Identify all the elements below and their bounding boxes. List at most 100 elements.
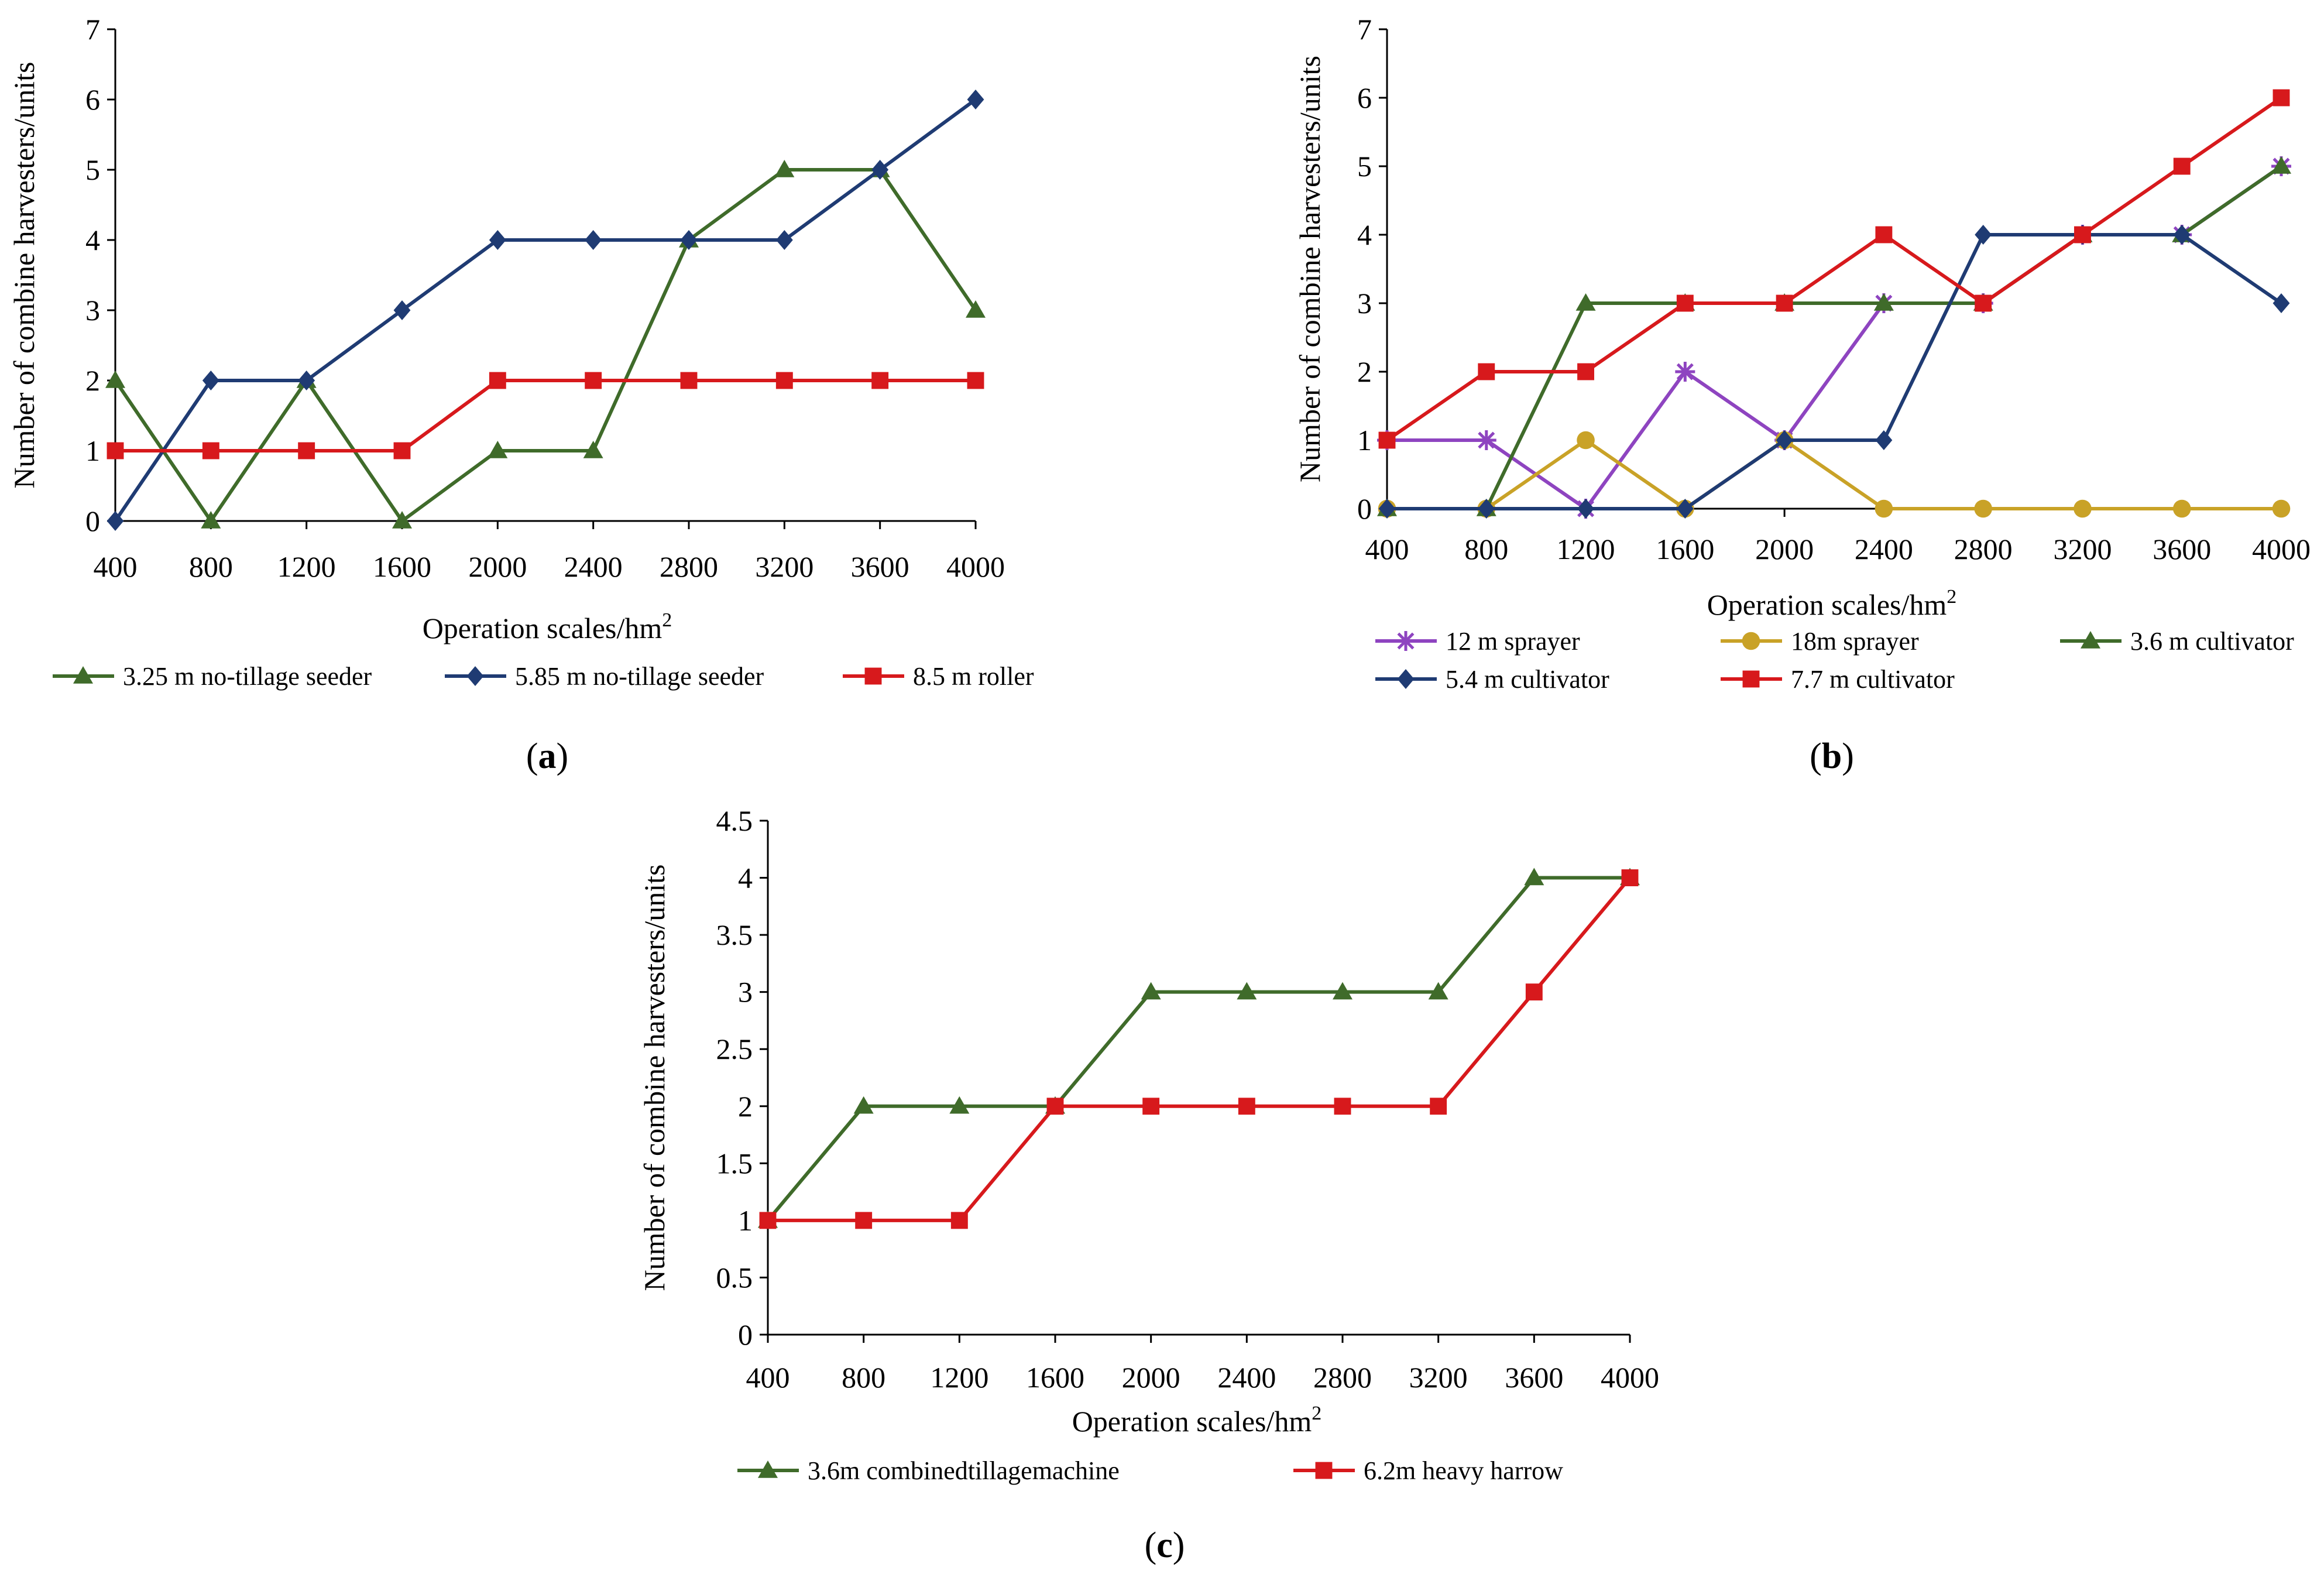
data-point [1875, 430, 1893, 450]
y-tick-label: 2.5 [716, 1033, 753, 1065]
data-point [774, 160, 795, 177]
y-tick-label: 2 [1357, 355, 1372, 388]
legend-label: 18m sprayer [1791, 627, 1919, 656]
data-point [2272, 89, 2290, 107]
data-point [1428, 982, 1448, 1000]
data-point [759, 1212, 777, 1229]
data-point [1142, 1098, 1160, 1115]
data-point [950, 1212, 968, 1229]
data-point [585, 230, 602, 250]
x-tick-label: 2000 [468, 550, 527, 583]
data-point [2271, 156, 2291, 174]
y-axis-title: Number of combine harvesters/units [8, 62, 40, 489]
legend-swatch-marker [1315, 1462, 1333, 1479]
data-point [107, 442, 124, 460]
data-point [1975, 294, 1992, 312]
data-point [393, 442, 411, 460]
y-tick-label: 0 [738, 1318, 753, 1351]
y-tick-label: 3.5 [716, 918, 753, 951]
y-tick-label: 0 [85, 505, 100, 537]
legend-label: 12 m sprayer [1446, 627, 1580, 656]
series-3-6m-combinedtillagemachine [758, 868, 1640, 1228]
x-tick-label: 400 [1365, 533, 1409, 565]
caption-close-paren: ) [1173, 1525, 1185, 1565]
series-line [1387, 438, 2281, 510]
x-tick-label: 1600 [1656, 533, 1714, 565]
x-tick-label: 1200 [1557, 533, 1615, 565]
data-point [775, 230, 793, 250]
y-tick-label: 4 [738, 862, 753, 894]
legend-swatch-marker [2081, 631, 2100, 649]
x-axis-title: Operation scales/hm2 [1072, 1403, 1322, 1438]
data-point [583, 441, 603, 458]
x-tick-label: 1200 [277, 550, 336, 583]
series-3-6-m-cultivator [1377, 156, 2291, 516]
data-point [1577, 431, 1595, 450]
legend-label: 5.4 m cultivator [1446, 665, 1609, 694]
y-axis-title: Number of combine harvesters/units [638, 865, 671, 1291]
series-line [114, 168, 977, 523]
legend-label: 7.7 m cultivator [1791, 665, 1955, 694]
data-point [775, 372, 793, 389]
x-axis-title-superscript: 2 [662, 609, 672, 631]
y-tick-label: 0.5 [716, 1261, 753, 1294]
data-point [298, 442, 315, 460]
x-axis-title: Operation scales/hm2 [423, 609, 672, 644]
x-tick-label: 2400 [1855, 533, 1913, 565]
y-tick-label: 6 [1357, 81, 1372, 114]
x-axis-title-superscript: 2 [1312, 1403, 1321, 1424]
chart-panel-b: 0 1 2 3 4 5 6 7 400 800 1200 1600 2000 2400 2800 3200 36… [1293, 13, 2311, 776]
legend-item: 8.5 m roller [843, 662, 1034, 691]
data-point [1621, 869, 1639, 887]
panel-caption: (c) [1145, 1525, 1185, 1565]
x-axis-title-text: Operation scales/hm [1072, 1405, 1312, 1438]
x-axis-title: Operation scales/hm2 [1707, 586, 1957, 621]
data-point [967, 90, 984, 109]
y-tick-label: 1.5 [716, 1147, 753, 1180]
caption-open-paren: ( [1145, 1525, 1157, 1565]
data-point [298, 371, 315, 390]
series-line [768, 876, 1632, 1222]
data-point [105, 371, 125, 388]
series-5-85-m-no-tillage-seeder [107, 90, 984, 531]
series-line [114, 98, 977, 522]
x-tick-label: 4000 [2252, 533, 2311, 565]
x-tick-label: 3200 [755, 550, 813, 583]
series-8-5-m-roller [107, 372, 984, 460]
y-tick-label: 0 [1357, 492, 1372, 525]
x-tick-label: 800 [842, 1361, 885, 1394]
y-tick-label: 4 [1357, 218, 1372, 251]
chart-panel-a: 0 1 2 3 4 5 6 7 400 800 1200 1600 2000 2400 2800 3200 36… [8, 13, 1034, 776]
legend-item: 3.25 m no-tillage seeder [53, 662, 372, 691]
y-tick-label: 4 [85, 224, 100, 256]
data-point [585, 372, 602, 389]
data-point [1046, 1098, 1064, 1115]
data-point [853, 1096, 874, 1114]
data-point [680, 230, 698, 250]
y-tick-label: 3 [85, 294, 100, 327]
legend-item: 3.6m combinedtillagemachine [737, 1456, 1120, 1485]
x-tick-label: 3600 [2153, 533, 2211, 565]
data-point [1676, 499, 1694, 519]
legend-swatch-marker [466, 666, 484, 686]
series-line [115, 379, 976, 452]
data-point [2272, 293, 2290, 313]
data-point [949, 1096, 970, 1114]
series-line [1387, 164, 2282, 510]
data-point [2172, 499, 2191, 518]
legend-label: 8.5 m roller [913, 662, 1034, 691]
data-point [202, 442, 219, 460]
x-tick-label: 4000 [946, 550, 1005, 583]
data-point [1430, 1098, 1447, 1115]
x-tick-label: 3200 [2053, 533, 2112, 565]
x-tick-label: 3200 [1409, 1361, 1468, 1394]
data-point [2173, 157, 2191, 175]
legend-label: 5.85 m no-tillage seeder [515, 662, 764, 691]
x-tick-label: 800 [189, 550, 233, 583]
data-point [1875, 226, 1893, 244]
x-tick-label: 2400 [564, 550, 623, 583]
caption-close-paren: ) [1842, 736, 1854, 776]
data-point [201, 511, 221, 529]
data-point [1525, 983, 1543, 1001]
x-tick-label: 3600 [1505, 1361, 1563, 1394]
